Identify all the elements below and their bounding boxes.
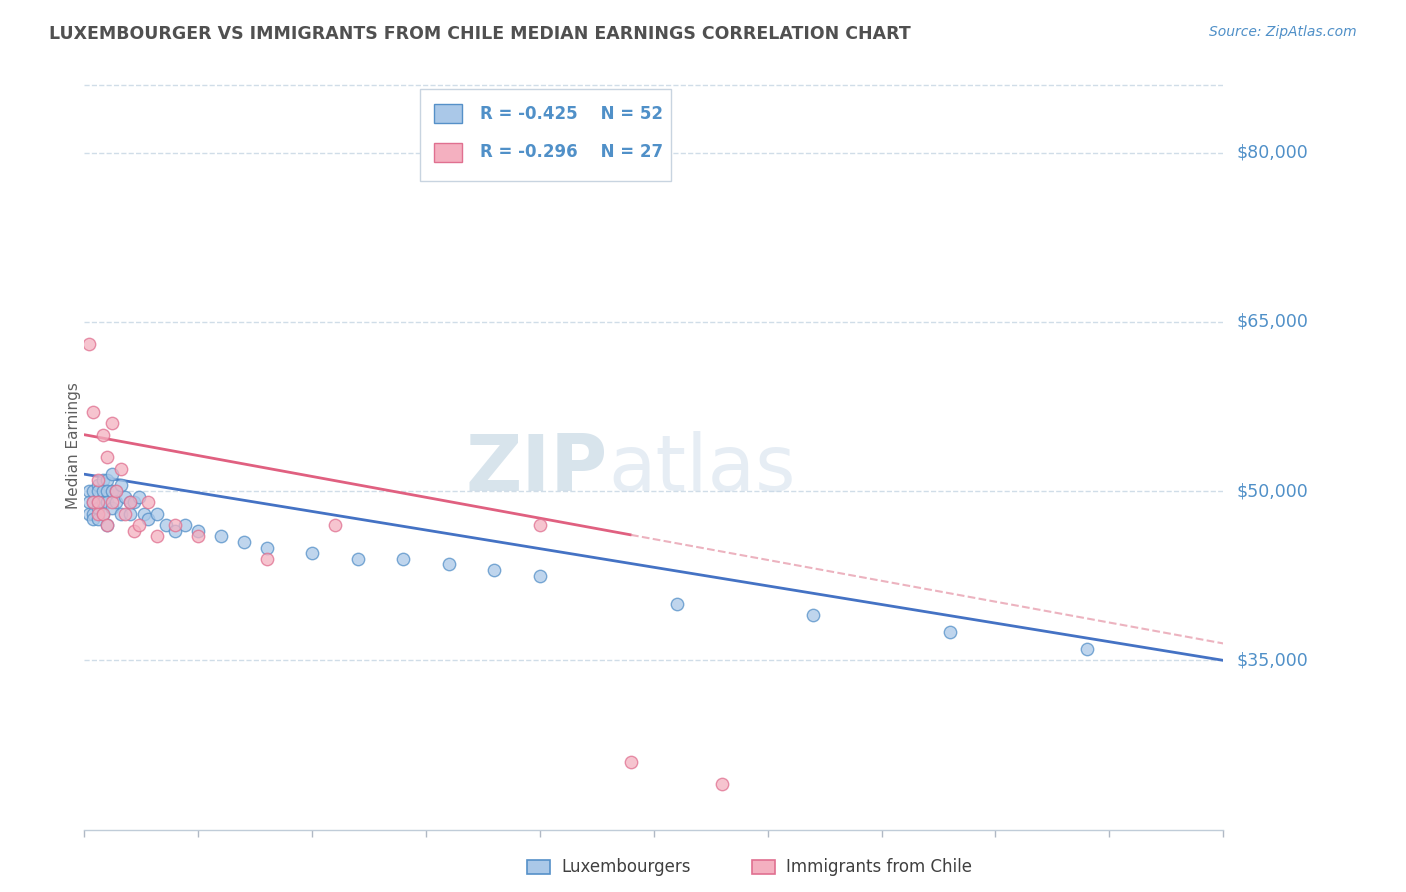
Point xyxy=(620,755,643,769)
Point xyxy=(801,608,824,623)
Point xyxy=(173,518,195,533)
Point xyxy=(82,495,104,509)
Point xyxy=(128,490,150,504)
Point xyxy=(165,524,187,538)
Text: $65,000: $65,000 xyxy=(1237,313,1309,331)
Point xyxy=(124,495,146,509)
Point xyxy=(209,529,232,543)
Point xyxy=(105,495,128,509)
Point xyxy=(110,461,132,475)
FancyBboxPatch shape xyxy=(434,104,463,123)
Point xyxy=(91,473,114,487)
Point xyxy=(136,495,159,509)
Point xyxy=(146,529,169,543)
Point xyxy=(146,507,169,521)
Point xyxy=(82,405,104,419)
Point xyxy=(118,495,141,509)
Point xyxy=(105,484,128,499)
FancyBboxPatch shape xyxy=(434,143,463,161)
Point xyxy=(155,518,177,533)
Point xyxy=(96,518,118,533)
Point xyxy=(87,512,110,526)
Point xyxy=(711,777,734,791)
Point xyxy=(96,518,118,533)
Point xyxy=(484,563,506,577)
Point xyxy=(301,546,323,560)
Text: Immigrants from Chile: Immigrants from Chile xyxy=(786,858,972,876)
Point xyxy=(96,473,118,487)
Point xyxy=(114,507,136,521)
Point xyxy=(87,501,110,516)
Point xyxy=(939,625,962,640)
Point xyxy=(118,507,141,521)
Point xyxy=(91,484,114,499)
Text: LUXEMBOURGER VS IMMIGRANTS FROM CHILE MEDIAN EARNINGS CORRELATION CHART: LUXEMBOURGER VS IMMIGRANTS FROM CHILE ME… xyxy=(49,25,911,43)
Point xyxy=(118,495,141,509)
Text: $80,000: $80,000 xyxy=(1237,144,1309,161)
Point xyxy=(1076,642,1098,657)
Point xyxy=(77,507,100,521)
Point xyxy=(100,484,122,499)
Point xyxy=(165,518,187,533)
Point xyxy=(96,495,118,509)
Point xyxy=(87,484,110,499)
Point xyxy=(91,495,114,509)
Point xyxy=(77,484,100,499)
Point xyxy=(124,524,146,538)
Point xyxy=(82,484,104,499)
Point xyxy=(392,551,415,566)
Point xyxy=(346,551,368,566)
Text: Source: ZipAtlas.com: Source: ZipAtlas.com xyxy=(1209,25,1357,39)
Point xyxy=(132,507,155,521)
Point xyxy=(100,501,122,516)
Point xyxy=(437,558,460,572)
Point xyxy=(529,568,551,582)
Text: $50,000: $50,000 xyxy=(1237,482,1309,500)
Point xyxy=(187,524,209,538)
Point xyxy=(100,417,122,431)
Point xyxy=(82,512,104,526)
Text: R = -0.296    N = 27: R = -0.296 N = 27 xyxy=(479,144,662,161)
Point xyxy=(87,495,110,509)
Point xyxy=(91,507,114,521)
Point xyxy=(82,495,104,509)
Point xyxy=(77,495,100,509)
Point xyxy=(87,478,110,492)
Point xyxy=(110,507,132,521)
Text: $35,000: $35,000 xyxy=(1237,651,1309,669)
Point xyxy=(323,518,346,533)
Text: ZIP: ZIP xyxy=(465,431,609,507)
Point xyxy=(128,518,150,533)
Point xyxy=(256,541,278,555)
Point xyxy=(77,337,100,351)
Point xyxy=(96,484,118,499)
Point xyxy=(96,450,118,465)
Point xyxy=(105,484,128,499)
Point xyxy=(91,427,114,442)
Text: Luxembourgers: Luxembourgers xyxy=(561,858,690,876)
Point xyxy=(100,495,122,509)
Text: atlas: atlas xyxy=(609,431,796,507)
Point xyxy=(87,473,110,487)
Point xyxy=(187,529,209,543)
Point xyxy=(114,490,136,504)
Point xyxy=(529,518,551,533)
Point xyxy=(232,534,254,549)
Point xyxy=(87,507,110,521)
Point xyxy=(110,478,132,492)
Point xyxy=(665,597,688,611)
Point xyxy=(100,467,122,482)
Y-axis label: Median Earnings: Median Earnings xyxy=(66,383,80,509)
FancyBboxPatch shape xyxy=(420,89,671,181)
Point xyxy=(256,551,278,566)
Text: R = -0.425    N = 52: R = -0.425 N = 52 xyxy=(479,105,662,123)
Point xyxy=(91,507,114,521)
Point xyxy=(136,512,159,526)
Point xyxy=(82,507,104,521)
Point xyxy=(87,495,110,509)
